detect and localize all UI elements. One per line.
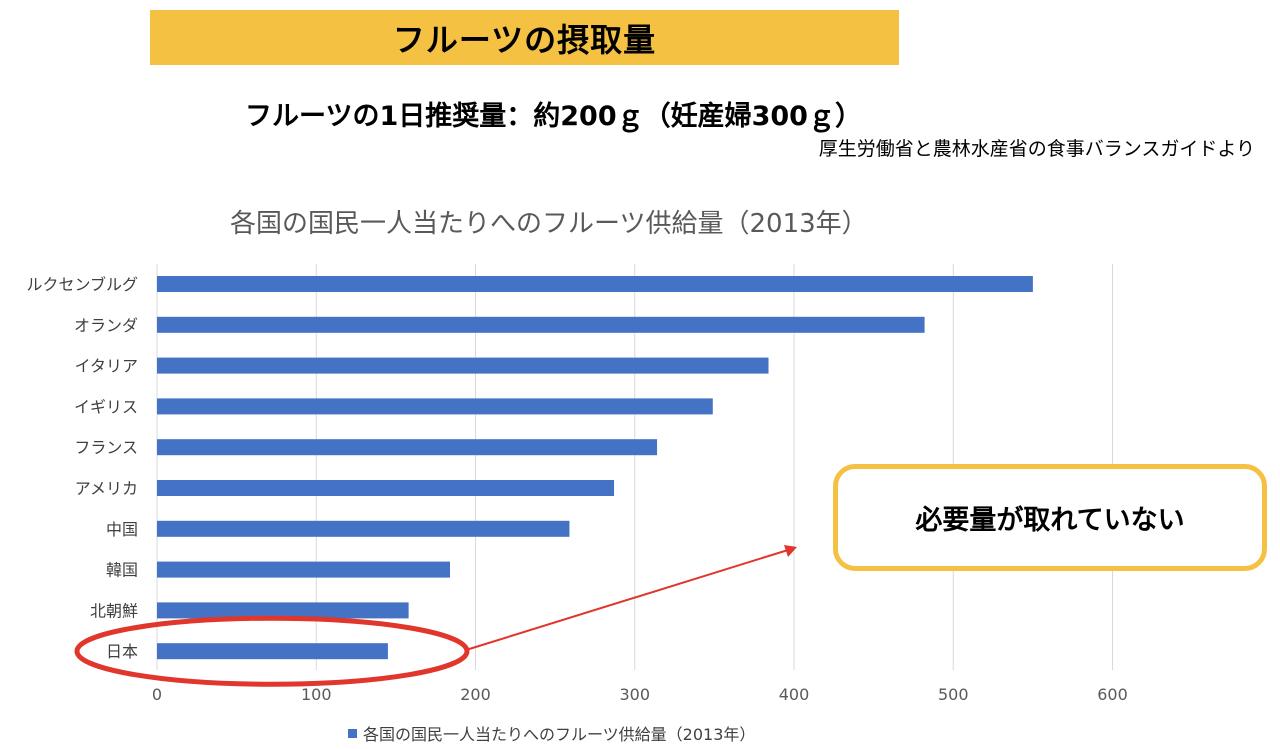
category-label: イギリス: [74, 397, 138, 416]
bar: [157, 602, 409, 619]
bar: [157, 520, 570, 537]
x-tick-label: 400: [779, 685, 810, 704]
category-label: フランス: [74, 438, 138, 457]
bar: [157, 398, 713, 415]
category-label: アメリカ: [75, 479, 138, 498]
category-label: 中国: [106, 520, 138, 539]
bars: [157, 276, 1033, 660]
x-tick-label: 100: [301, 685, 332, 704]
title-banner: フルーツの摂取量: [150, 10, 899, 65]
annotations: [74, 545, 797, 687]
arrow-line: [465, 549, 789, 651]
category-label: 日本: [106, 642, 138, 661]
bar: [157, 316, 925, 333]
bar: [157, 480, 615, 496]
callout-text: 必要量が取れていない: [915, 505, 1185, 536]
x-tick-labels: 0 100 200 300 400 500 600: [152, 685, 1128, 704]
page-title: フルーツの摂取量: [392, 20, 657, 59]
chart-title: 各国の国民一人当たりへのフルーツ供給量（2013年）: [230, 209, 868, 239]
bar: [157, 643, 388, 660]
x-tick-label: 600: [1097, 685, 1128, 704]
recommended-intake-text: フルーツの1日推奨量：約200ｇ（妊産婦300ｇ）: [245, 101, 862, 132]
category-label: ルクセンブルグ: [26, 275, 138, 294]
highlight-ellipse: [74, 615, 470, 687]
bar: [157, 561, 451, 578]
bar: [157, 357, 769, 374]
source-note: 厚生労働省と農林水産省の食事バランスガイドより: [818, 138, 1255, 160]
x-tick-label: 0: [152, 685, 162, 704]
category-label: イタリア: [75, 357, 138, 376]
x-tick-label: 200: [460, 685, 491, 704]
x-tick-label: 300: [619, 685, 650, 704]
category-label: オランダ: [74, 316, 138, 335]
callout-box: 必要量が取れていない: [833, 464, 1267, 571]
x-tick-label: 500: [938, 685, 969, 704]
category-label: 北朝鮮: [90, 601, 138, 620]
bar: [157, 439, 658, 456]
legend-swatch: [348, 728, 357, 738]
legend-label: 各国の国民一人当たりへのフルーツ供給量（2013年）: [363, 725, 756, 744]
arrow-head: [784, 545, 797, 557]
bar: [157, 276, 1033, 292]
category-label: 韓国: [106, 561, 138, 580]
chart-legend: 各国の国民一人当たりへのフルーツ供給量（2013年）: [348, 721, 755, 745]
